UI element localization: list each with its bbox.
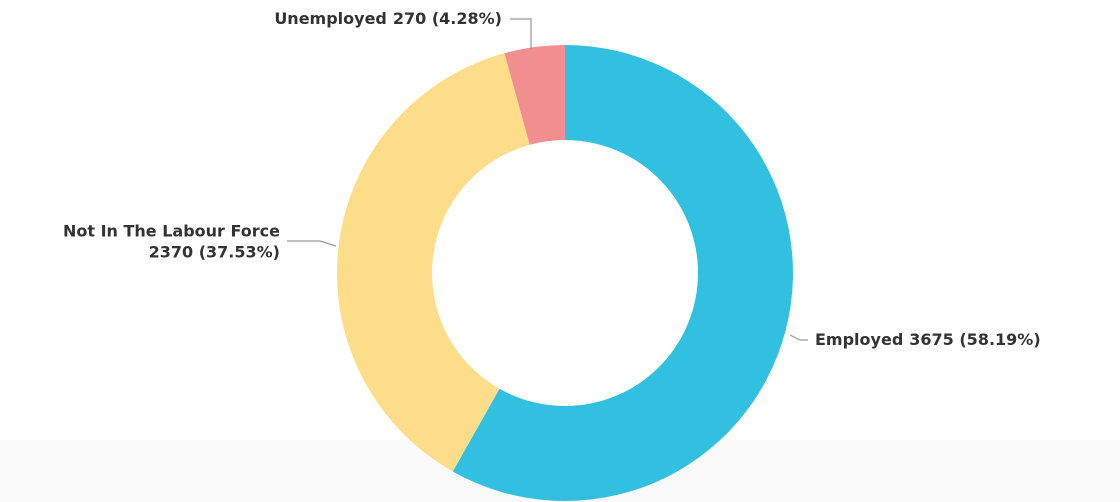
leader-line [789,334,808,341]
donut-slice [452,45,793,501]
leader-line [510,18,532,49]
leader-line [287,240,337,247]
slice-value-label: 3675 (58.19%) [909,330,1040,349]
slice-value-label: 270 (4.28%) [393,9,502,28]
slice-label: Unemployed [274,9,387,28]
slice-label: Not In The Labour Force [63,222,280,241]
slice-label-group: Unemployed 270 (4.28%) [274,9,502,28]
donut-slice [504,45,565,145]
slice-label: Employed [815,330,903,349]
slice-value-label: 2370 (37.53%) [149,243,280,262]
slice-label-group: Employed 3675 (58.19%) [815,330,1041,349]
donut-slice [336,53,530,472]
